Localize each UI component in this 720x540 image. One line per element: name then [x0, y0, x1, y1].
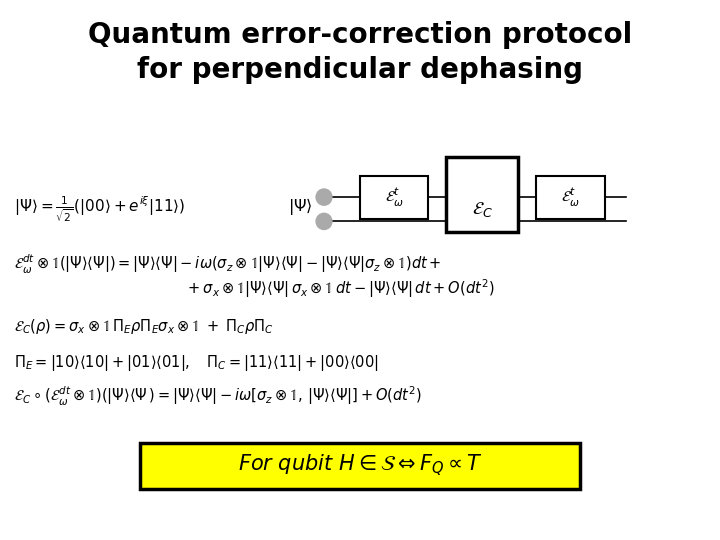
Ellipse shape [316, 189, 332, 205]
Text: $\Pi_E = |10\rangle\langle 10| + |01\rangle\langle 01|, \quad \Pi_C = |11\rangle: $\Pi_E = |10\rangle\langle 10| + |01\ran… [14, 353, 379, 373]
Text: $\mathcal{E}_\omega^t$: $\mathcal{E}_\omega^t$ [561, 186, 580, 208]
Text: for perpendicular dephasing: for perpendicular dephasing [137, 56, 583, 84]
Bar [536, 176, 605, 219]
Text: $\mathcal{E}_C(\rho) = \sigma_x \otimes \mathbb{1}\,\Pi_E\rho\Pi_E\sigma_x \otim: $\mathcal{E}_C(\rho) = \sigma_x \otimes … [14, 317, 274, 336]
Bar [140, 443, 580, 489]
Bar [446, 157, 518, 232]
Text: $\mathcal{E}_C$: $\mathcal{E}_C$ [472, 200, 493, 219]
Text: For qubit $H \in \mathcal{S} \Leftrightarrow F_Q \propto T$: For qubit $H \in \mathcal{S} \Leftrighta… [238, 453, 482, 478]
Ellipse shape [316, 213, 332, 230]
Text: $\mathcal{E}_\omega^t$: $\mathcal{E}_\omega^t$ [384, 186, 404, 208]
Text: $\qquad\qquad\qquad\qquad\qquad\qquad + \sigma_x \otimes \mathbb{1}|\Psi\rangle\: $\qquad\qquad\qquad\qquad\qquad\qquad + … [14, 278, 495, 300]
Text: $\mathcal{E}_C \circ (\mathcal{E}_\omega^{dt} \otimes \mathbb{1})(|\Psi\rangle\l: $\mathcal{E}_C \circ (\mathcal{E}_\omega… [14, 386, 423, 408]
Text: $|\Psi\rangle$: $|\Psi\rangle$ [289, 196, 313, 217]
Text: $\mathcal{E}_\omega^{dt} \otimes \mathbb{1}(|\Psi\rangle\langle\Psi|) = |\Psi\ra: $\mathcal{E}_\omega^{dt} \otimes \mathbb… [14, 253, 442, 276]
Bar [360, 176, 428, 219]
Text: Quantum error-correction protocol: Quantum error-correction protocol [88, 21, 632, 49]
Text: $|\Psi\rangle = \frac{1}{\sqrt{2}}(|00\rangle + e^{i\xi}|11\rangle)$: $|\Psi\rangle = \frac{1}{\sqrt{2}}(|00\r… [14, 195, 186, 224]
